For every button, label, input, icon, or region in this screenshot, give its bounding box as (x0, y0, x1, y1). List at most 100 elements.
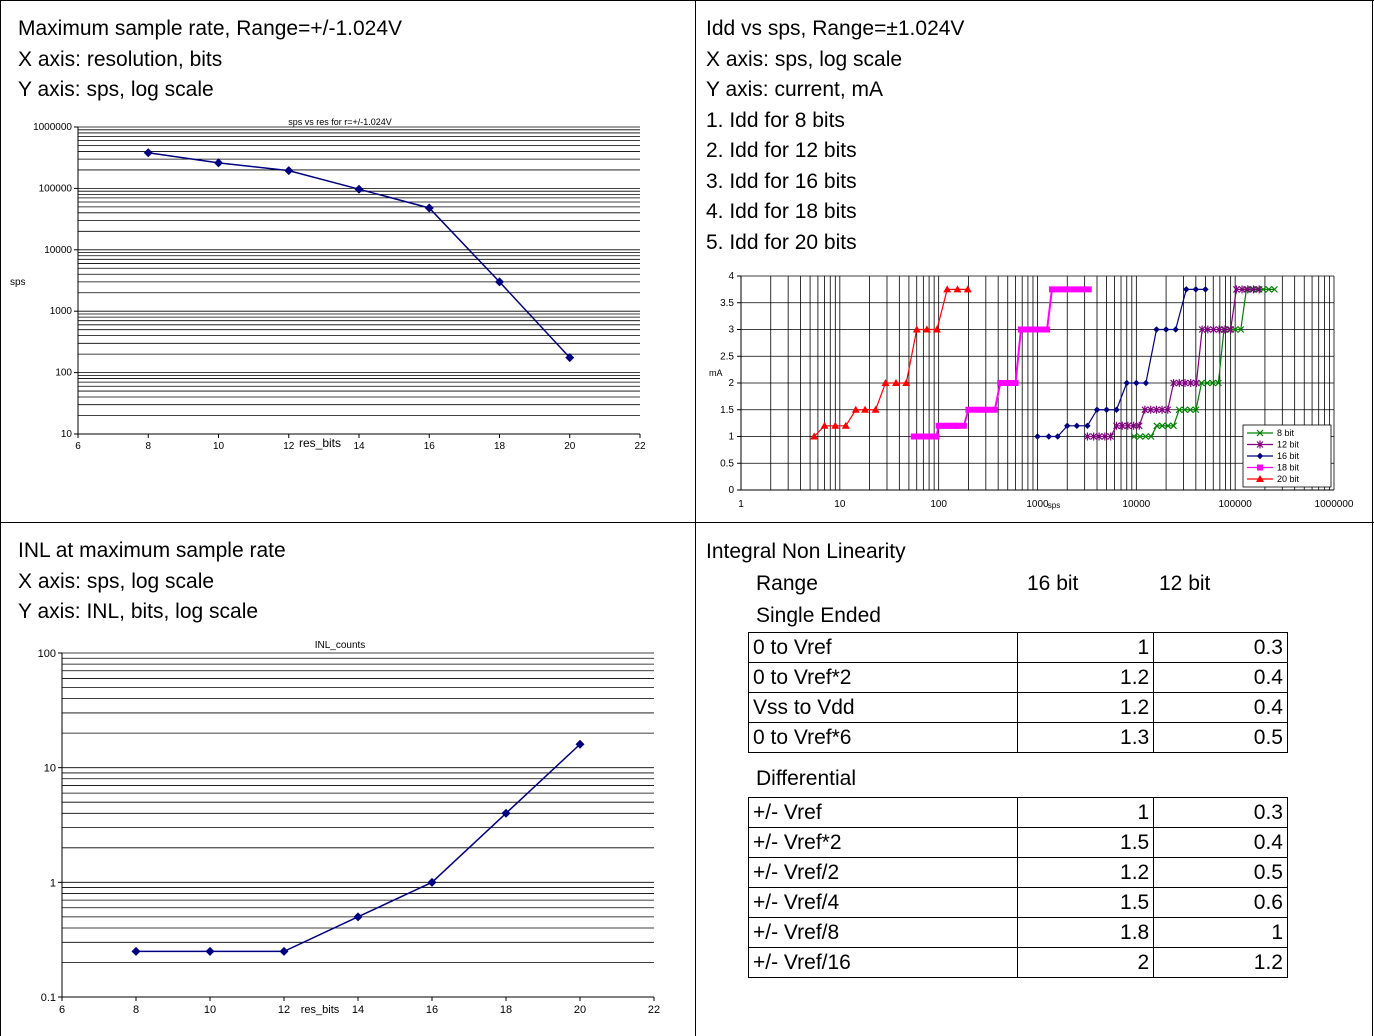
data-point (575, 739, 585, 749)
data-point (1142, 433, 1149, 440)
data-point (1192, 406, 1200, 414)
data-point (1181, 379, 1189, 387)
data-point (1135, 421, 1143, 430)
header-range: Range (756, 572, 818, 595)
value-16bit: 1.3 (1017, 722, 1155, 753)
series-line (1037, 288, 1206, 438)
data-point (831, 421, 840, 429)
y-tick-label: 100 (55, 368, 72, 379)
x-tick-label: 14 (353, 441, 365, 452)
data-point (1170, 422, 1177, 430)
series-line (148, 152, 571, 359)
single-ended-table: 0 to Vref 1 0.3 0 to Vref*2 1.2 0.4 Vss to V… (747, 632, 1288, 753)
table-row: +/- Vref 1 0.3 (747, 797, 1288, 828)
chart-idd-vs-sps: 0 0.5 1 1.5 2 2.5 3 3.5 4 1 10 100 1000 10000 100000 10… (709, 271, 1354, 510)
chart-inl-counts: 6 8 10 12 14 16 18 20 22 0.1 1 10 100 INL_counts res_b… (38, 640, 660, 1016)
data-point (1147, 405, 1155, 414)
desc-line: Idd vs sps, Range=±1.024V (706, 17, 965, 40)
value-16bit: 1.2 (1017, 692, 1155, 723)
series-line (1087, 288, 1260, 438)
data-point (912, 325, 921, 333)
y-tick-label: 1 (50, 877, 56, 889)
data-point (1153, 422, 1161, 430)
y-tick-label: 1000000 (33, 122, 72, 133)
y-tick-label: 10000 (44, 245, 72, 256)
y-tick-label: 2.5 (720, 351, 734, 362)
data-point (1183, 286, 1190, 293)
range-cell: +/- Vref (747, 797, 1019, 828)
data-point (501, 808, 511, 818)
data-point (1085, 286, 1092, 293)
table-row: +/- Vref/4 1.5 0.6 (747, 887, 1288, 918)
y-tick-label: 1 (728, 432, 734, 443)
desc-line: 1. Idd for 8 bits (706, 108, 845, 132)
data-point (1103, 406, 1110, 413)
data-point (1090, 432, 1098, 441)
data-point (963, 285, 972, 293)
table-row: +/- Vref/16 2 1.2 (747, 947, 1288, 978)
value-12bit: 0.6 (1153, 887, 1288, 918)
data-point (1073, 422, 1081, 429)
x-tick-label: 10 (204, 1004, 216, 1016)
x-tick-label: 22 (648, 1004, 660, 1016)
data-point (1204, 325, 1212, 334)
table-row: Vss to Vdd 1.2 0.4 (747, 692, 1288, 723)
range-cell: 0 to Vref*6 (747, 722, 1019, 753)
table-row: +/- Vref/2 1.2 0.5 (747, 857, 1288, 888)
value-16bit: 2 (1017, 947, 1155, 978)
data-point (1210, 325, 1217, 334)
data-point (1198, 325, 1206, 334)
range-cell: +/- Vref/16 (747, 947, 1019, 978)
y-tick-label: 100 (38, 648, 56, 660)
data-point (1257, 464, 1263, 471)
value-12bit: 1.2 (1153, 947, 1288, 978)
data-point (1250, 285, 1257, 294)
x-tick-label: 6 (75, 441, 81, 452)
data-point (1265, 285, 1273, 293)
y-tick-label: 10 (61, 429, 73, 440)
chart-title: INL_counts (315, 640, 366, 651)
data-point (1141, 405, 1149, 414)
data-point (1070, 286, 1077, 293)
desc-line: Y axis: sps, log scale (18, 78, 214, 101)
data-point (1192, 379, 1200, 387)
description-bottom-left: INL at maximum sample rate X axis: sps, … (18, 536, 286, 628)
data-point (1215, 325, 1223, 334)
data-point (1123, 379, 1130, 387)
data-point (284, 166, 294, 176)
data-point (1256, 440, 1264, 449)
chart-sps-vs-res: 6 8 10 12 14 16 18 20 22 10 100 1000 10000 100000 1000… (10, 117, 646, 452)
header-16bit: 16 bit (1027, 572, 1079, 595)
data-point (871, 405, 880, 413)
data-point (1170, 379, 1177, 387)
x-tick-label: 16 (426, 1004, 438, 1016)
x-tick-label: 6 (59, 1004, 65, 1016)
data-point (565, 353, 575, 363)
x-tick-label: 14 (352, 1004, 364, 1016)
data-point (1064, 286, 1071, 293)
data-point (1054, 286, 1061, 293)
x-tick-label: 20 (564, 441, 576, 452)
data-point (922, 325, 931, 333)
data-point (902, 379, 911, 386)
range-cell: +/- Vref*2 (747, 827, 1019, 858)
data-point (986, 406, 993, 413)
data-point (1181, 406, 1189, 414)
data-point (1142, 379, 1150, 387)
x-tick-label: 10000 (1122, 499, 1150, 510)
y-tick-label: 0.5 (720, 458, 734, 469)
desc-line: 2. Idd for 12 bits (706, 139, 857, 162)
x-tick-label: 16 (424, 441, 436, 452)
data-point (1237, 326, 1245, 333)
chart-title: sps vs res for r=+/-1.024V (288, 117, 392, 127)
data-point (1187, 379, 1195, 387)
data-point (881, 379, 890, 386)
data-point (943, 285, 952, 293)
data-point (1118, 421, 1126, 430)
data-point (960, 422, 967, 429)
data-point (1221, 325, 1229, 334)
y-tick-label: 3.5 (720, 298, 734, 309)
value-16bit: 1.5 (1017, 887, 1155, 918)
y-tick-label: 0 (728, 485, 734, 496)
